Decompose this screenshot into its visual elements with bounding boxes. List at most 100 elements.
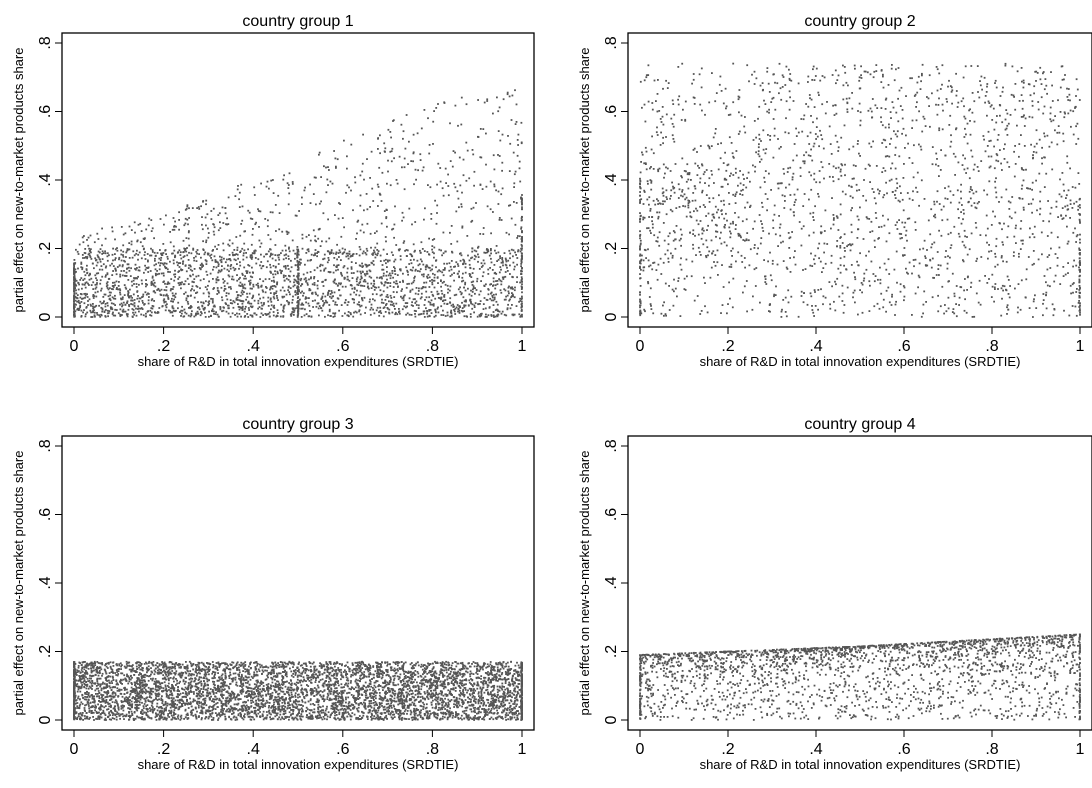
- data-point: [968, 177, 971, 180]
- data-point: [169, 310, 171, 312]
- data-point: [520, 252, 523, 255]
- data-point: [521, 258, 523, 260]
- data-point: [274, 259, 277, 262]
- data-point: [226, 223, 228, 226]
- data-point: [196, 207, 198, 209]
- data-point: [323, 253, 326, 256]
- data-point: [963, 212, 965, 215]
- data-point: [128, 296, 131, 299]
- data-point: [857, 313, 859, 316]
- data-point: [789, 257, 791, 259]
- data-point: [957, 208, 959, 211]
- data-point: [988, 102, 991, 104]
- data-point: [1014, 227, 1017, 230]
- data-point: [257, 208, 259, 211]
- data-point: [131, 256, 134, 259]
- data-point: [238, 267, 240, 270]
- data-point: [193, 296, 196, 299]
- data-point: [832, 214, 835, 216]
- data-point: [879, 266, 881, 269]
- data-point: [947, 296, 950, 299]
- data-point: [684, 118, 687, 121]
- data-point: [84, 315, 87, 318]
- data-point: [1041, 253, 1043, 256]
- data-point: [502, 276, 505, 279]
- data-point: [490, 232, 492, 235]
- data-point: [363, 279, 366, 281]
- data-point: [648, 265, 650, 268]
- data-point: [872, 273, 875, 275]
- data-point: [746, 64, 749, 67]
- data-point: [1007, 279, 1010, 281]
- data-point: [202, 249, 205, 251]
- data-point: [251, 306, 253, 309]
- data-point: [662, 203, 664, 205]
- data-point: [840, 163, 843, 165]
- data-point: [185, 208, 188, 210]
- data-point: [923, 198, 926, 200]
- data-point: [371, 253, 374, 256]
- data-point: [480, 266, 483, 268]
- data-point: [1045, 294, 1047, 297]
- data-point: [754, 170, 756, 173]
- data-point: [237, 303, 239, 305]
- data-point: [136, 267, 138, 269]
- data-point: [914, 93, 917, 96]
- data-point: [156, 270, 158, 272]
- data-point: [873, 305, 876, 308]
- data-point: [362, 133, 364, 136]
- data-point: [234, 268, 237, 270]
- data-point: [393, 305, 395, 308]
- data-point: [103, 311, 106, 313]
- data-point: [680, 268, 683, 271]
- data-point: [789, 73, 792, 75]
- data-point: [946, 218, 949, 221]
- data-point: [482, 128, 485, 130]
- data-point: [291, 239, 294, 242]
- data-point: [449, 122, 451, 125]
- data-point: [470, 302, 472, 305]
- data-point: [116, 266, 119, 268]
- data-point: [284, 244, 287, 247]
- data-point: [347, 314, 350, 317]
- data-point: [855, 183, 858, 186]
- data-point: [180, 283, 182, 286]
- data-point: [986, 85, 988, 88]
- data-point: [101, 258, 104, 260]
- data-point: [786, 268, 789, 270]
- data-point: [693, 147, 696, 150]
- data-point: [345, 191, 347, 194]
- data-point: [92, 281, 95, 284]
- data-point: [353, 288, 356, 290]
- data-point: [843, 255, 846, 258]
- data-point: [211, 301, 214, 304]
- data-point: [719, 157, 722, 160]
- data-point: [154, 268, 157, 271]
- data-point: [182, 315, 185, 318]
- data-point: [449, 160, 452, 162]
- data-point: [98, 268, 101, 271]
- data-point: [238, 278, 240, 281]
- data-point: [156, 273, 159, 276]
- data-point: [90, 277, 93, 280]
- data-point: [409, 253, 412, 255]
- data-point: [453, 310, 456, 313]
- data-point: [389, 282, 392, 284]
- data-point: [1005, 127, 1008, 130]
- data-point: [337, 297, 340, 300]
- data-point: [297, 305, 299, 308]
- data-point: [384, 151, 386, 153]
- data-point: [106, 302, 109, 304]
- data-point: [85, 268, 88, 270]
- data-point: [419, 297, 422, 300]
- data-point: [193, 281, 195, 284]
- data-point: [857, 228, 859, 231]
- data-point: [700, 86, 703, 89]
- data-point: [1031, 263, 1034, 266]
- data-point: [346, 167, 348, 170]
- data-point: [140, 257, 143, 260]
- data-point: [428, 144, 431, 146]
- data-point: [193, 278, 196, 280]
- data-point: [471, 250, 474, 253]
- data-point: [508, 170, 511, 172]
